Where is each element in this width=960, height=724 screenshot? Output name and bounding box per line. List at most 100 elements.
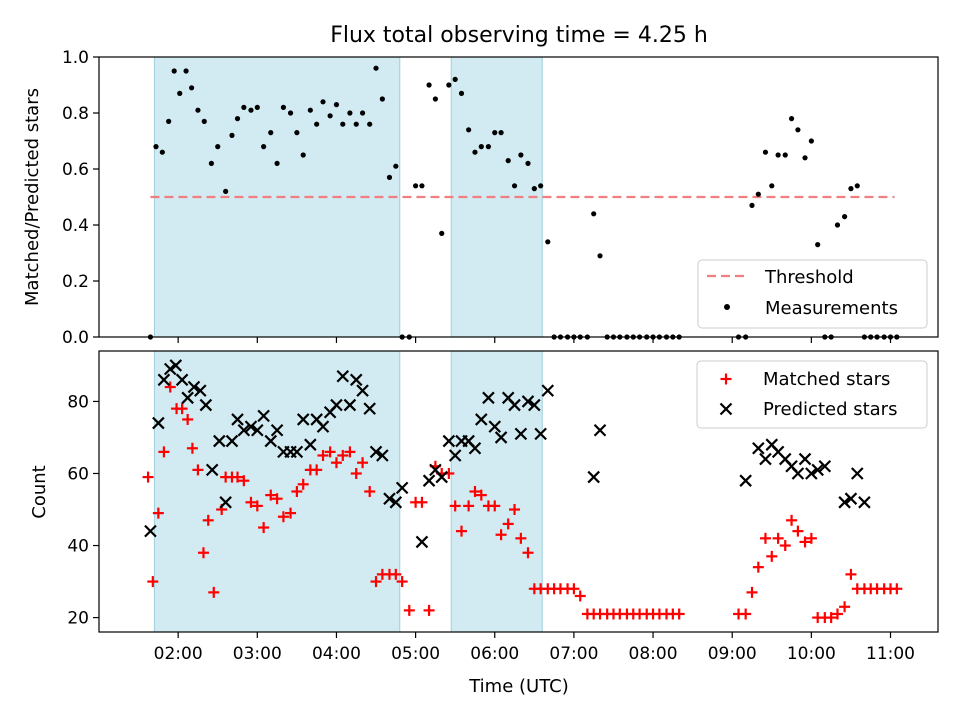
predicted-point — [395, 481, 409, 495]
predicted-point — [356, 384, 369, 397]
legend-measurements-swatch — [724, 304, 730, 310]
top-legend-frame — [697, 259, 928, 329]
matched-point — [311, 464, 323, 476]
predicted-point — [587, 470, 600, 484]
predicted-point — [225, 434, 239, 448]
measurement-point — [274, 160, 280, 166]
measurements-series — [147, 65, 900, 340]
measurement-point — [518, 152, 524, 158]
predicted-point — [475, 413, 488, 426]
bottom-shaded-intervals — [153, 350, 543, 633]
measurement-point — [320, 99, 326, 105]
matched-point — [142, 471, 154, 483]
predicted-point — [152, 416, 165, 430]
predicted-point — [752, 441, 765, 455]
measurement-point — [545, 239, 551, 245]
predicted-point — [369, 445, 383, 459]
measurement-point — [201, 118, 207, 124]
measurement-point — [795, 127, 801, 133]
predicted-point — [330, 398, 343, 412]
predicted-point — [376, 449, 389, 462]
legend-threshold-label: Threshold — [764, 267, 854, 288]
matched-point — [291, 486, 303, 497]
x-tick-label: 11:00 — [866, 644, 915, 664]
measurement-point — [248, 107, 254, 113]
legend-predicted-swatch — [719, 402, 733, 416]
predicted-point — [422, 474, 436, 487]
matched-point — [364, 486, 376, 497]
matched-point — [271, 493, 283, 505]
predicted-point — [514, 427, 528, 441]
measurement-point — [367, 121, 373, 127]
predicted-point — [270, 423, 284, 437]
matched-point — [456, 525, 468, 537]
predicted-point — [534, 427, 547, 441]
x-tick-label: 09:00 — [708, 644, 757, 664]
legend-x-marker — [719, 402, 733, 416]
measurement-point — [848, 186, 854, 192]
matched-point — [285, 507, 297, 519]
matched-point — [317, 449, 329, 461]
top-y-tick-label: 0.6 — [62, 160, 89, 180]
measurement-point — [439, 230, 445, 236]
matched-point — [891, 583, 903, 595]
measurement-point — [854, 183, 860, 189]
measurement-point — [808, 138, 814, 144]
matched-point — [357, 457, 369, 469]
measurement-point — [485, 144, 492, 150]
matched-point — [786, 514, 798, 526]
predicted-point — [541, 384, 555, 397]
measurement-point — [511, 183, 518, 189]
matched-point — [740, 608, 752, 620]
predicted-point — [798, 452, 812, 466]
predicted-point — [818, 460, 832, 473]
predicted-point — [482, 391, 495, 405]
matched-point — [258, 522, 270, 534]
matched-point — [186, 442, 198, 454]
predicted-stars-series — [144, 359, 871, 549]
measurement-point — [241, 104, 247, 110]
matched-point — [502, 518, 514, 530]
top-y-tick-label: 0.4 — [62, 216, 89, 236]
legend-matched-label: Matched stars — [763, 369, 890, 390]
measurement-point — [432, 96, 438, 102]
bottom-y-tick-label: 60 — [67, 464, 89, 484]
measurement-point — [268, 130, 274, 136]
measurement-point — [287, 110, 294, 116]
matched-point — [799, 536, 811, 548]
predicted-point — [468, 441, 482, 455]
measurement-point — [333, 102, 340, 108]
predicted-point — [791, 467, 805, 480]
matched-point — [176, 403, 188, 415]
matched-point — [164, 381, 176, 393]
matched-point — [779, 540, 791, 552]
matched-point — [475, 489, 487, 501]
bottom-y-tick-label: 20 — [67, 609, 89, 629]
matched-point — [277, 511, 289, 523]
x-tick-label: 02:00 — [154, 644, 203, 664]
predicted-point — [494, 431, 508, 444]
measurement-point — [195, 107, 201, 113]
predicted-point — [343, 398, 357, 412]
measurement-point — [775, 152, 781, 158]
bottom-axes-frame — [98, 350, 939, 633]
matched-point — [396, 576, 408, 588]
matched-point — [495, 529, 507, 541]
predicted-point — [488, 420, 502, 433]
predicted-point — [528, 398, 541, 412]
predicted-point — [237, 423, 251, 437]
measurement-point — [531, 186, 537, 192]
matched-point — [825, 612, 837, 624]
predicted-point — [363, 402, 376, 415]
measurement-point — [505, 158, 511, 164]
matched-point — [390, 568, 402, 580]
matched-point — [265, 489, 277, 501]
matched-point — [831, 608, 843, 620]
top-y-ticks: 0.0 0.2 0.4 0.6 0.8 1.0 — [62, 48, 99, 348]
measurement-point — [538, 183, 544, 189]
predicted-point — [304, 438, 317, 451]
measurement-point — [153, 144, 159, 150]
measurement-point — [280, 104, 287, 110]
measurement-point — [159, 149, 165, 155]
